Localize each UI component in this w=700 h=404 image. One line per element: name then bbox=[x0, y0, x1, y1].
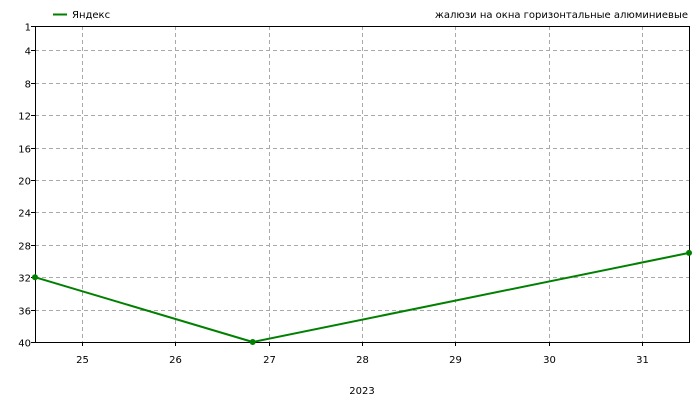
y-tick-label: 4 bbox=[25, 47, 31, 58]
legend: Яндекс bbox=[53, 10, 110, 21]
y-tick-label: 40 bbox=[18, 339, 31, 350]
legend-label: Яндекс bbox=[72, 10, 110, 21]
axes: 25 26 27 28 29 30 31 1 4 8 12 16 20 24 28 32 36 40 bbox=[18, 23, 649, 367]
y-tick-label: 8 bbox=[25, 80, 31, 91]
x-tick-label: 25 bbox=[76, 355, 89, 366]
x-tick-label: 28 bbox=[356, 355, 369, 366]
x-tick-label: 26 bbox=[169, 355, 182, 366]
y-tick-label: 36 bbox=[18, 307, 31, 318]
y-tick-label: 20 bbox=[18, 177, 31, 188]
data-point bbox=[686, 249, 692, 256]
x-tick-label: 31 bbox=[636, 355, 649, 366]
x-tick-label: 27 bbox=[263, 355, 276, 366]
x-tick-label: 30 bbox=[543, 355, 556, 366]
data-point bbox=[32, 274, 38, 281]
y-tick-label: 32 bbox=[18, 274, 31, 285]
grid bbox=[35, 26, 689, 342]
y-tick-label: 12 bbox=[18, 112, 31, 123]
chart-title: жалюзи на окна горизонтальные алюминиевы… bbox=[435, 10, 688, 21]
x-axis-title: 2023 bbox=[349, 386, 374, 397]
y-tick-label: 16 bbox=[18, 145, 31, 156]
y-tick-label: 1 bbox=[25, 23, 31, 34]
series bbox=[32, 249, 692, 345]
data-point bbox=[249, 339, 256, 345]
y-tick-label: 28 bbox=[18, 242, 31, 253]
y-tick-label: 24 bbox=[18, 209, 31, 220]
x-tick-label: 29 bbox=[449, 355, 462, 366]
